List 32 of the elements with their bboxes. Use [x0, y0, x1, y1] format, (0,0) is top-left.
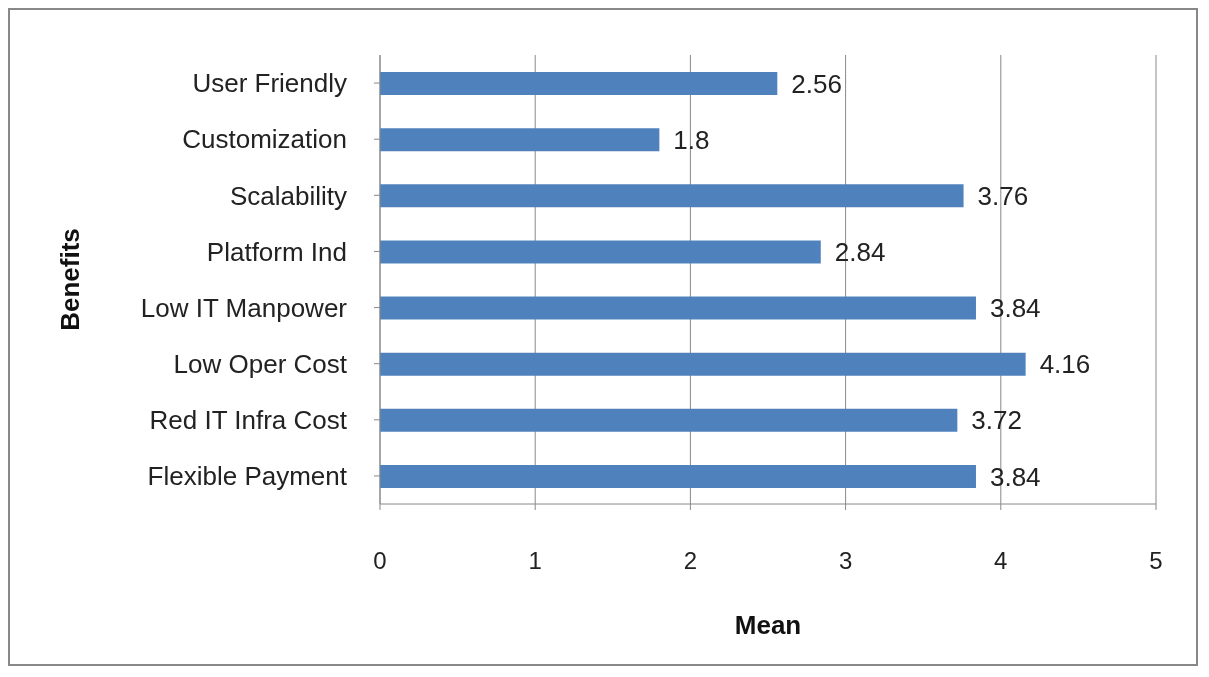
x-axis-title: Mean	[734, 610, 802, 640]
x-tick-label: 5	[1149, 547, 1163, 575]
y-tick-label: Low IT Manpower	[140, 292, 348, 323]
data-label: 3.72	[971, 405, 1022, 436]
y-tick-label: Scalability	[229, 180, 347, 211]
data-label: 4.16	[1039, 349, 1091, 380]
bar	[380, 184, 964, 208]
y-tick-label: Customization	[182, 124, 347, 155]
y-tick-label: Flexible Payment	[147, 461, 348, 492]
y-tick-label: Low Oper Cost	[173, 348, 348, 379]
bar	[380, 408, 958, 432]
data-label: 3.84	[989, 293, 1041, 324]
bar	[380, 72, 778, 95]
data-label: 1.8	[673, 124, 710, 155]
data-label: 2.56	[791, 68, 842, 99]
bar	[380, 296, 976, 320]
y-tick-label: Platform Ind	[206, 236, 347, 267]
x-tick-label: 0	[373, 547, 387, 575]
x-tick-label: 1	[528, 547, 542, 575]
data-label: 3.84	[989, 461, 1041, 492]
y-tick-label: Red IT Infra Cost	[149, 405, 348, 436]
bar	[380, 240, 821, 264]
bar	[380, 128, 660, 152]
data-label: 3.76	[977, 180, 1029, 211]
bar	[380, 464, 976, 488]
y-axis-title: Benefits	[55, 228, 86, 331]
y-tick-label: User Friendly	[192, 68, 347, 99]
x-tick-label: 4	[994, 547, 1008, 575]
x-tick-label: 2	[683, 547, 698, 575]
data-label: 2.84	[834, 237, 886, 268]
x-tick-label: 3	[838, 547, 853, 575]
bar	[380, 352, 1026, 376]
